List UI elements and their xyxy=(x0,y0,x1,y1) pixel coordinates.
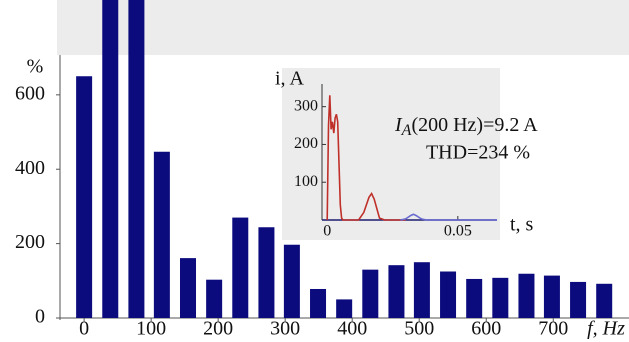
x-tick-label: 0 xyxy=(79,318,89,340)
x-axis-label: f, Hz xyxy=(587,318,625,340)
bar xyxy=(440,271,457,318)
inset-y-tick-label: 300 xyxy=(294,97,318,114)
x-tick-label: 500 xyxy=(404,318,434,340)
y-tick-label: 0 xyxy=(35,306,45,328)
bar xyxy=(283,244,300,318)
inset-background xyxy=(282,68,500,240)
bar xyxy=(128,0,145,318)
inset-line xyxy=(400,213,497,221)
bar xyxy=(518,273,535,318)
x-tick-label: 700 xyxy=(538,318,568,340)
inset-line xyxy=(326,95,406,221)
y-axis-label: % xyxy=(27,56,44,78)
annotation-part: (200 Hz)=9.2 A xyxy=(411,114,538,136)
x-tick-label: 100 xyxy=(136,318,166,340)
y-tick-label: 600 xyxy=(15,82,45,104)
bar xyxy=(413,262,430,318)
y-tick-label: 200 xyxy=(15,231,45,253)
bar xyxy=(153,151,170,318)
bar xyxy=(388,265,405,318)
bar xyxy=(336,299,353,318)
inset-y-label: i, A xyxy=(275,68,304,90)
x-tick-label: 600 xyxy=(471,318,501,340)
bar xyxy=(258,227,275,318)
inset-y-tick-label: 200 xyxy=(294,135,318,152)
bar xyxy=(206,279,223,318)
annotation: THD=234 % xyxy=(426,142,530,164)
inset-x-tick-label: 0.05 xyxy=(444,223,472,240)
x-tick-label: 300 xyxy=(270,318,300,340)
x-tick-label: 400 xyxy=(337,318,367,340)
bar xyxy=(570,281,587,318)
annotation-part: I xyxy=(394,114,403,136)
bar xyxy=(492,277,509,318)
bar xyxy=(362,269,379,318)
bar xyxy=(232,217,249,318)
inset-y-tick-label: 100 xyxy=(294,173,318,190)
x-tick-label: 200 xyxy=(203,318,233,340)
annotation-part: A xyxy=(401,122,412,139)
bar xyxy=(543,275,560,318)
bar xyxy=(102,0,119,318)
bar xyxy=(76,76,93,319)
top-band xyxy=(57,0,629,55)
inset: 100 200 300 0 0.05 xyxy=(294,84,497,240)
annotation: IA(200 Hz)=9.2 A xyxy=(394,114,538,139)
bars xyxy=(76,0,613,319)
inset-x-label: t, s xyxy=(510,214,534,236)
bar xyxy=(596,283,613,318)
bar xyxy=(180,258,197,318)
bar xyxy=(310,288,327,318)
bar xyxy=(466,278,483,318)
inset-x-tick-label: 0 xyxy=(323,223,331,240)
y-tick-label: 400 xyxy=(15,157,45,179)
